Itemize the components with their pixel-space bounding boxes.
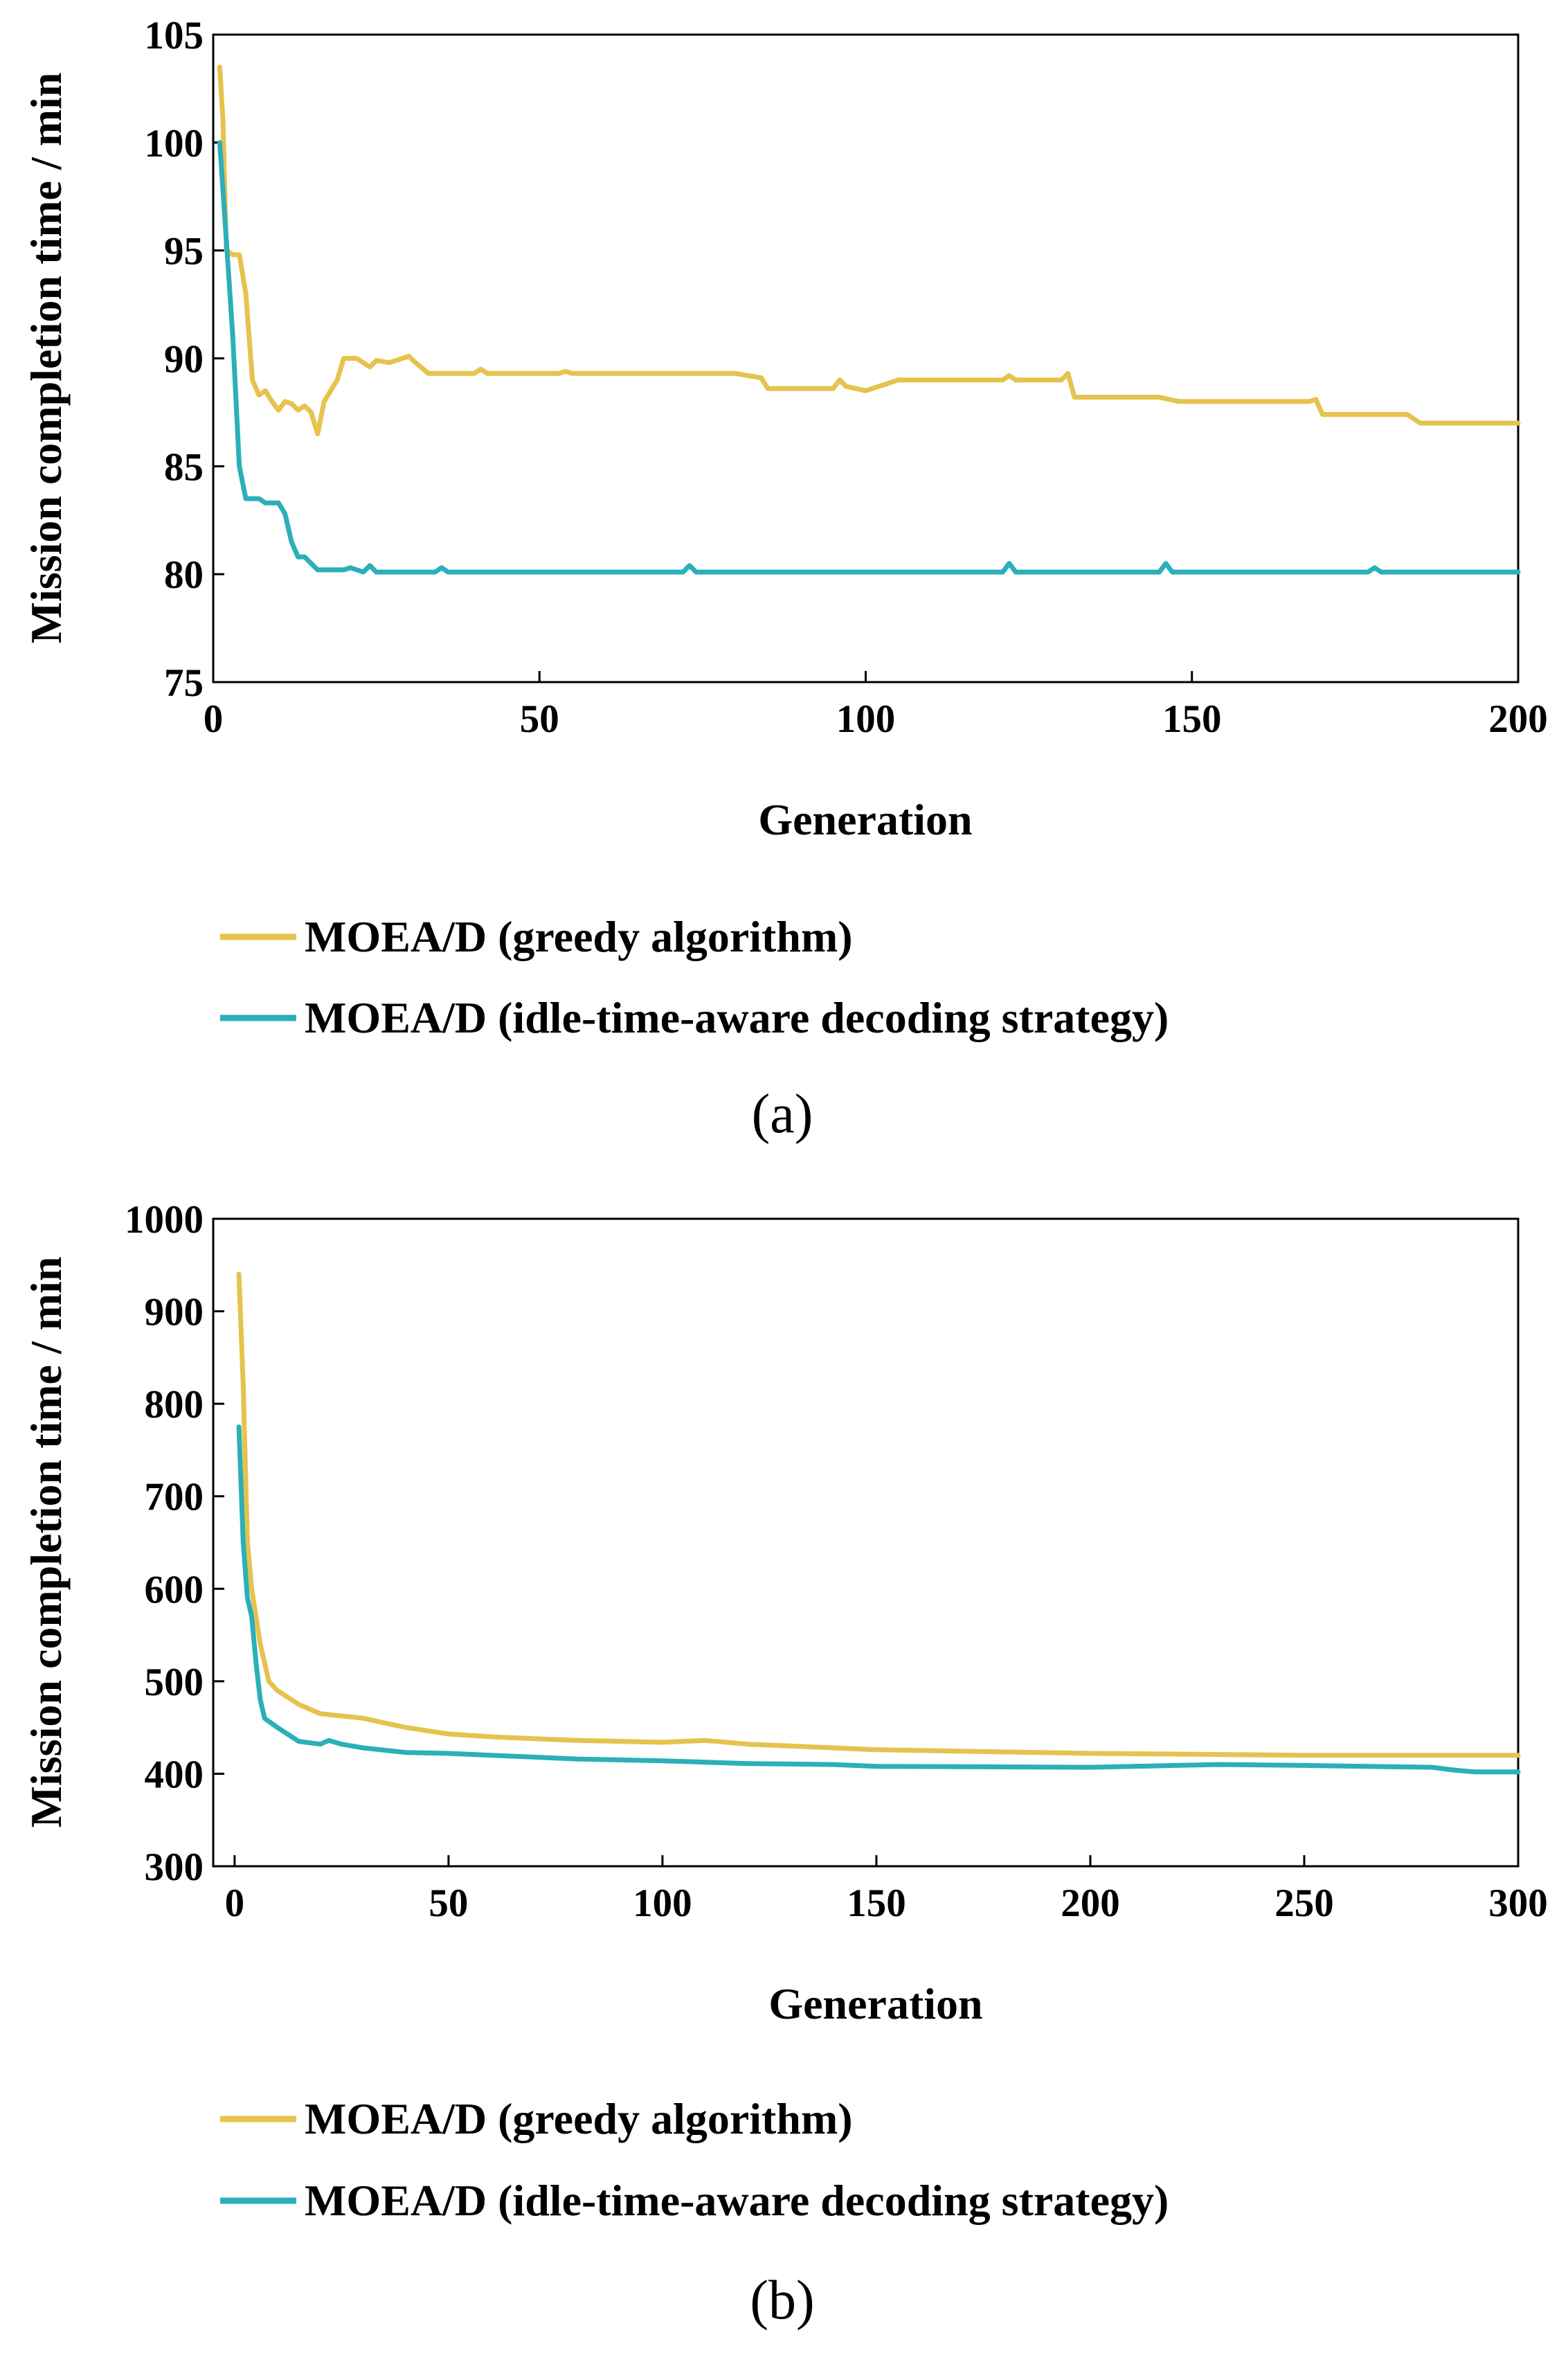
- x-tick-label-b: 0: [225, 1881, 245, 1925]
- y-tick-label-b: 500: [145, 1661, 204, 1704]
- x-tick-label-a: 100: [836, 697, 896, 741]
- x-axis-b: 0 50 100 150 200 250 300: [225, 1855, 1548, 1925]
- series-group-a: [217, 64, 1521, 575]
- chart-panel-b: 0 50 100 150 200 250 300 300 400 500 600 700 800 900…: [21, 1198, 1548, 2331]
- legend-b: MOEA/D (greedy algorithm) MOEA/D (idle-t…: [220, 2094, 1169, 2225]
- y-axis-title-b: Mission completion time / min: [21, 1257, 71, 1828]
- x-tick-label-b: 200: [1061, 1881, 1120, 1925]
- legend-a: MOEA/D (greedy algorithm) MOEA/D (idle-t…: [220, 912, 1169, 1042]
- y-axis-b: 300 400 500 600 700 800 900 1000: [125, 1198, 224, 1889]
- panel-caption-a: (a): [752, 1084, 813, 1145]
- y-tick-label-b: 900: [145, 1291, 204, 1334]
- y-tick-label-a: 80: [164, 553, 204, 597]
- y-axis-title-a: Mission completion time / min: [21, 73, 71, 644]
- legend-label-greedy-b: MOEA/D (greedy algorithm): [305, 2094, 853, 2143]
- y-tick-label-a: 90: [164, 338, 204, 382]
- y-tick-label-b: 400: [145, 1753, 204, 1796]
- series-line-greedy-b: [236, 1271, 1521, 1758]
- y-axis-a: 75 80 85 90 95 100 105: [145, 14, 224, 705]
- x-axis-a: 0 50 100 150 200: [204, 671, 1548, 741]
- plot-area-b: [212, 1217, 1520, 1868]
- y-tick-label-b: 700: [145, 1476, 204, 1519]
- x-tick-label-b: 300: [1488, 1881, 1548, 1925]
- x-axis-title-b: Generation: [768, 1979, 982, 2028]
- legend-label-greedy-a: MOEA/D (greedy algorithm): [305, 912, 853, 961]
- y-tick-label-a: 85: [164, 445, 204, 489]
- series-group-b: [236, 1271, 1521, 1775]
- x-tick-label-b: 50: [429, 1881, 468, 1925]
- y-tick-label-a: 100: [145, 122, 204, 166]
- panel-caption-b: (b): [750, 2270, 814, 2331]
- y-tick-label-a: 75: [164, 661, 204, 705]
- legend-label-idle-time-b: MOEA/D (idle-time-aware decoding strateg…: [305, 2176, 1169, 2225]
- x-tick-label-a: 0: [204, 697, 224, 741]
- y-tick-label-b: 1000: [125, 1198, 204, 1242]
- x-tick-label-b: 250: [1274, 1881, 1334, 1925]
- y-tick-label-b: 600: [145, 1568, 204, 1611]
- x-tick-label-a: 150: [1162, 697, 1222, 741]
- y-tick-label-a: 105: [145, 14, 204, 57]
- series-line-idle-time-a: [217, 140, 1521, 575]
- x-tick-label-a: 200: [1488, 697, 1548, 741]
- x-tick-label-b: 150: [847, 1881, 906, 1925]
- series-line-idle-time-b: [236, 1424, 1521, 1775]
- x-axis-title-a: Generation: [758, 795, 972, 844]
- y-tick-label-b: 800: [145, 1383, 204, 1427]
- series-line-greedy-a: [217, 64, 1521, 437]
- y-tick-label-a: 95: [164, 230, 204, 274]
- legend-label-idle-time-a: MOEA/D (idle-time-aware decoding strateg…: [305, 993, 1169, 1042]
- chart-panel-a: 0 50 100 150 200 75 80 85 90 95 100 105 Generation…: [21, 14, 1548, 1145]
- x-tick-label-a: 50: [520, 697, 559, 741]
- x-tick-label-b: 100: [633, 1881, 692, 1925]
- y-tick-label-b: 300: [145, 1845, 204, 1889]
